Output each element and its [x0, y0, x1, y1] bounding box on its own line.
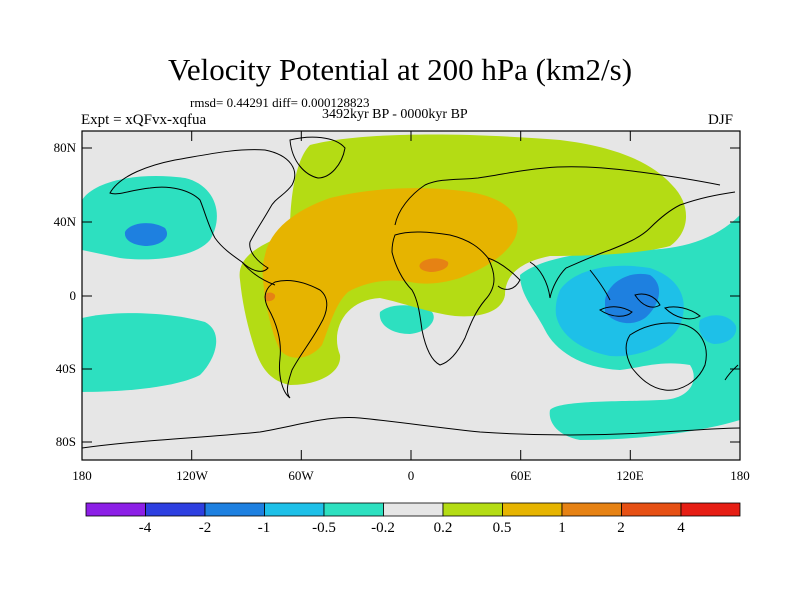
coast-australia: [625, 322, 707, 391]
colorbar-box-11: [680, 502, 741, 517]
field-region-north-africa-pos-strong: [419, 258, 449, 272]
lon-label-180w: 180: [72, 468, 92, 483]
lon-label-120w: 120W: [176, 468, 208, 483]
map-title: Velocity Potential at 200 hPa (km2/s): [167, 52, 633, 87]
colorbar-box-10: [621, 502, 682, 517]
stats-subtitle: rmsd= 0.44291 diff= 0.000128823: [190, 95, 370, 110]
colorbar-box-7: [442, 502, 503, 517]
lon-label-0: 0: [407, 468, 415, 483]
coast-greenland: [289, 136, 346, 179]
axis-ticks: [81, 131, 741, 460]
lat-label-80s: 80S: [55, 434, 76, 449]
lon-label-60w: 60W: [288, 468, 314, 483]
colorbar-label-9: 2: [617, 520, 625, 536]
field-region-pacific-core-neg: [124, 223, 168, 246]
experiment-label: Expt = xQFvx-xqfua: [81, 112, 207, 128]
colorbar-box-3: [204, 502, 265, 517]
colorbar-label-5: -0.2: [371, 520, 395, 536]
colorbar-label-8: 1: [558, 520, 566, 536]
colorbar-label-2: -2: [198, 520, 212, 536]
field-region-north-pacific-neg: [82, 176, 217, 260]
colorbar-box-1: [85, 502, 146, 517]
lon-label-60e: 60E: [510, 468, 532, 483]
lat-label-80n: 80N: [53, 140, 76, 155]
colorbar-box-2: [145, 502, 206, 517]
coast-new-guinea: [664, 306, 701, 320]
coast-antarctica: [82, 416, 740, 449]
lon-label-120e: 120E: [616, 468, 644, 483]
coast-east-asia: [565, 191, 736, 269]
coastlines: [82, 136, 740, 449]
coast-africa: [391, 231, 495, 366]
colorbar-label-4: -0.5: [312, 520, 336, 536]
field-region-south-atlantic-neg: [379, 305, 434, 334]
map-field: [82, 131, 740, 460]
colorbar-box-6: [383, 502, 444, 517]
colorbar-label-6: 0.2: [433, 520, 453, 536]
coast-europe: [394, 166, 721, 226]
colorbar-box-9: [561, 502, 622, 517]
lat-label-40n: 40N: [53, 214, 76, 229]
lat-label-40s: 40S: [55, 361, 76, 376]
coast-southeast-asia: [589, 269, 611, 301]
colorbar-label-1: -4: [138, 520, 152, 536]
coast-indonesia-2: [634, 293, 661, 308]
colorbar-label-7: 0.5: [492, 520, 512, 536]
field-region-southwest-pacific-neg-mid: [699, 315, 737, 344]
coast-north-america: [109, 149, 296, 272]
field-region-east-pacific-neg: [82, 313, 217, 392]
field-region-africa-america-pos-mid: [262, 188, 518, 358]
lon-label-180e: 180: [730, 468, 750, 483]
field-region-amazon-pos-strong: [264, 292, 276, 302]
coast-south-america: [264, 279, 328, 399]
colorbar-box-8: [502, 502, 563, 517]
coast-india: [529, 261, 567, 299]
field-region-maritime-core-neg: [605, 273, 660, 324]
lat-label-0: 0: [69, 288, 77, 303]
colorbar-label-3: -1: [257, 520, 271, 536]
colorbar: [85, 502, 741, 517]
colorbar-box-5: [323, 502, 384, 517]
season-label: DJF: [708, 112, 734, 128]
period-subtitle: 3492kyr BP - 0000kyr BP: [322, 107, 468, 122]
colorbar-box-4: [264, 502, 325, 517]
coast-arabia: [487, 257, 521, 290]
coast-indonesia-1: [599, 306, 633, 317]
coast-new-zealand: [724, 364, 739, 381]
colorbar-label-10: 4: [677, 520, 685, 536]
